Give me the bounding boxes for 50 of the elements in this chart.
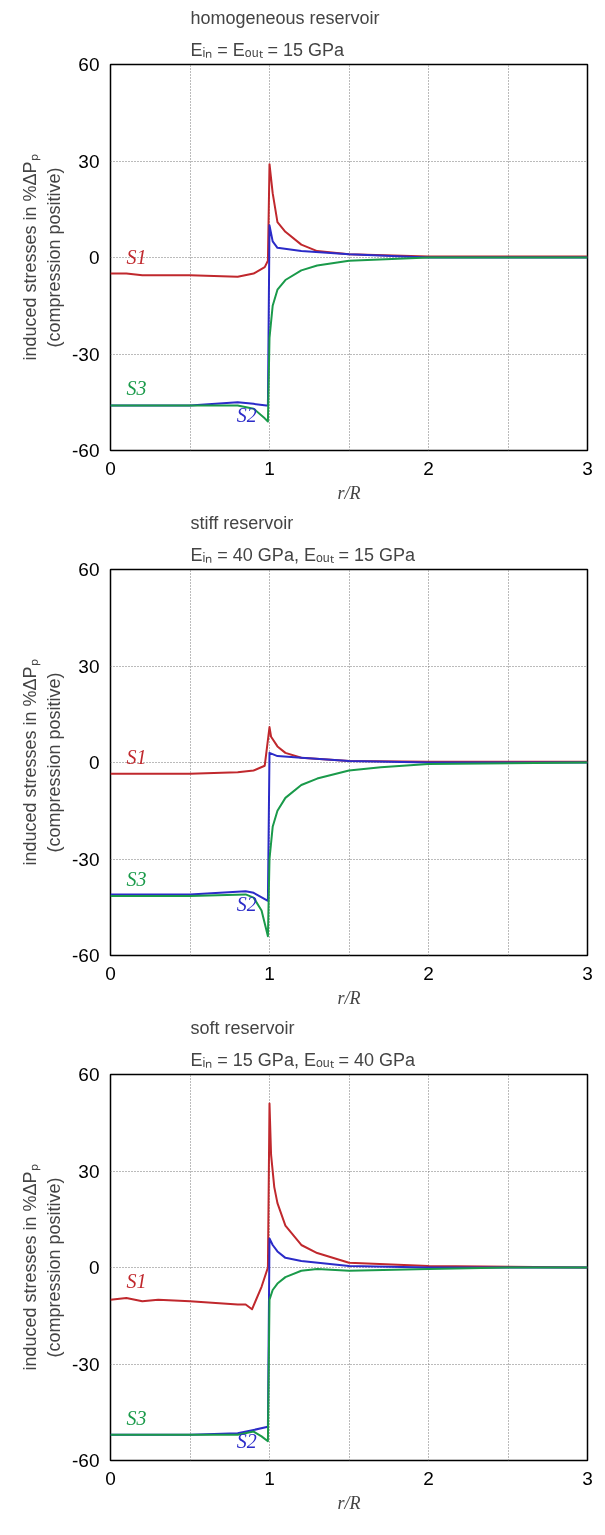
y-tick-label: -60 xyxy=(72,945,100,966)
x-axis-title: r/R xyxy=(337,987,361,1008)
chart-subtitle: Eᵢₙ = 40 GPa, Eₒᵤₜ = 15 GPa xyxy=(190,544,417,565)
y-tick-label: 0 xyxy=(88,1257,100,1278)
y-tick-label: 30 xyxy=(78,1160,100,1182)
x-axis-title: r/R xyxy=(337,482,361,503)
x-tick-label: 1 xyxy=(264,962,275,984)
y-tick-label: 30 xyxy=(78,150,100,172)
y-tick-label: -60 xyxy=(72,1450,100,1471)
y-tick-label: 0 xyxy=(88,752,100,773)
y-tick-label: 60 xyxy=(78,1064,100,1085)
series-label: S2 xyxy=(236,1429,257,1452)
chart-subtitle: Eᵢₙ = Eₒᵤₜ = 15 GPa xyxy=(190,39,346,60)
y-tick-label: -30 xyxy=(72,1353,100,1375)
y-tick-label: 0 xyxy=(88,247,100,268)
series-label: S1 xyxy=(126,245,147,268)
chart-title: soft reservoir xyxy=(190,1017,295,1038)
x-tick-label: 0 xyxy=(105,962,116,984)
y-tick-label: -30 xyxy=(72,343,100,365)
y-axis-title: induced stresses in %ΔPₚ (compression positive) xyxy=(20,154,65,361)
series-label: S2 xyxy=(236,403,257,426)
series-label: S1 xyxy=(126,1270,147,1293)
x-tick-label: 2 xyxy=(423,457,434,479)
y-tick-label: 60 xyxy=(78,559,100,580)
chart-title: stiff reservoir xyxy=(190,512,294,533)
x-tick-label: 1 xyxy=(264,1467,275,1489)
y-tick-label: 30 xyxy=(78,655,100,677)
y-tick-label: 60 xyxy=(78,54,100,75)
line-series xyxy=(110,1102,588,1311)
x-tick-label: 0 xyxy=(105,457,116,479)
x-tick-label: 2 xyxy=(423,1467,434,1489)
x-tick-label: 3 xyxy=(582,457,593,479)
x-axis-title: r/R xyxy=(337,1492,361,1513)
series-label: S3 xyxy=(126,377,147,400)
series-label: S3 xyxy=(126,867,147,890)
x-tick-label: 1 xyxy=(264,457,275,479)
x-tick-label: 3 xyxy=(582,962,593,984)
x-tick-label: 3 xyxy=(582,1467,593,1489)
chart-subtitle: Eᵢₙ = 15 GPa, Eₒᵤₜ = 40 GPa xyxy=(190,1049,417,1070)
x-tick-label: 2 xyxy=(423,962,434,984)
x-tick-label: 0 xyxy=(105,1467,116,1489)
series-label: S1 xyxy=(126,745,147,768)
line-series xyxy=(110,163,588,278)
series-label: S3 xyxy=(126,1406,147,1429)
y-tick-label: -60 xyxy=(72,440,100,461)
y-tick-label: -30 xyxy=(72,848,100,870)
y-axis-title: induced stresses in %ΔPₚ (compression positive) xyxy=(20,659,65,866)
chart-title: homogeneous reservoir xyxy=(190,7,380,28)
y-axis-title: induced stresses in %ΔPₚ (compression positive) xyxy=(20,1164,65,1371)
series-label: S2 xyxy=(236,892,257,915)
